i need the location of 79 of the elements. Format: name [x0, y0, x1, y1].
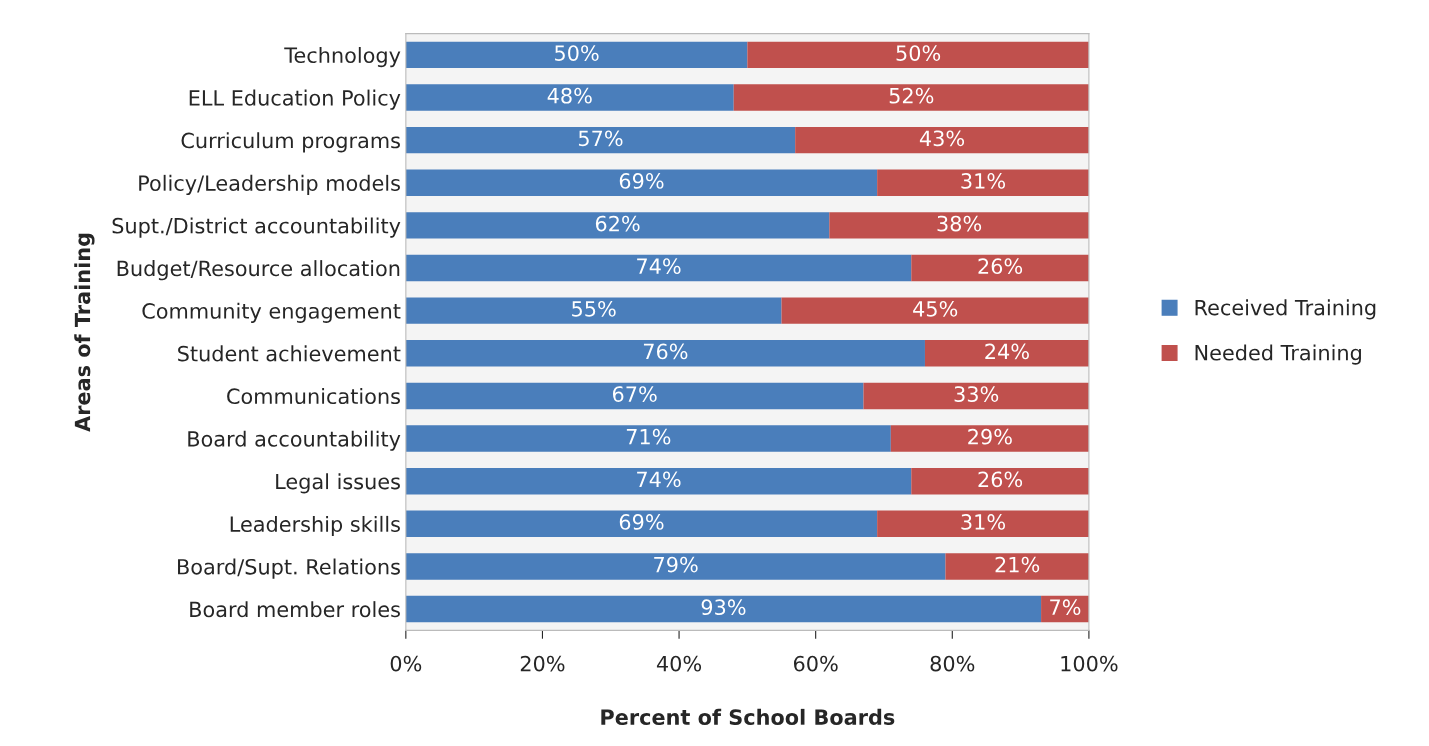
- bar: [747, 41, 1089, 69]
- y-tick-label: Legal issues: [276, 473, 400, 494]
- bar: [911, 254, 1089, 282]
- data-label: 26%: [978, 471, 1023, 488]
- y-tick-label: Technology: [284, 46, 401, 68]
- data-label: 24%: [985, 343, 1029, 360]
- bar: [405, 595, 1042, 623]
- x-tick-label: 100%: [1061, 655, 1118, 672]
- data-label: 74%: [637, 258, 681, 275]
- bar: [877, 169, 1089, 196]
- data-label: 79%: [654, 556, 698, 573]
- y-tick-label: Leadership skills: [230, 515, 400, 537]
- y-tick-label: Policy/Leadership models: [139, 174, 400, 196]
- y-tick-label: Board member roles: [190, 601, 400, 618]
- bar: [890, 425, 1089, 452]
- bar: [405, 425, 891, 452]
- y-tick-label: Supt./District accountability: [112, 217, 401, 238]
- data-label: 43%: [919, 130, 965, 147]
- bar: [405, 41, 748, 69]
- bar: [733, 84, 1089, 111]
- x-tick-label: 80%: [930, 655, 975, 672]
- data-label: 71%: [626, 428, 671, 445]
- x-tick-label: 20%: [520, 655, 565, 672]
- bar: [924, 340, 1089, 367]
- data-label: 69%: [619, 173, 664, 189]
- data-label: 62%: [595, 215, 640, 232]
- bar: [405, 340, 925, 367]
- bar: [405, 510, 878, 538]
- y-tick-label: Curriculum programs: [181, 132, 400, 153]
- data-label: 50%: [896, 45, 941, 61]
- data-label: 74%: [637, 471, 681, 488]
- data-label: 52%: [889, 87, 934, 104]
- data-label: 21%: [995, 556, 1040, 573]
- bar: [405, 254, 912, 282]
- y-tick-label: ELL Education Policy: [189, 89, 401, 110]
- data-label: 29%: [968, 428, 1012, 445]
- y-tick-label: Community engagement: [142, 302, 401, 323]
- y-tick-label: Student achievement: [178, 345, 401, 362]
- data-label: 50%: [555, 45, 599, 61]
- data-label: 55%: [572, 300, 616, 317]
- bar: [863, 382, 1089, 410]
- bar: [405, 382, 864, 410]
- bar: [829, 212, 1089, 239]
- bar: [405, 297, 782, 324]
- x-tick-label: 60%: [793, 655, 838, 672]
- data-label: 69%: [619, 514, 664, 530]
- bar: [405, 169, 878, 196]
- data-label: 33%: [954, 386, 999, 402]
- y-tick-label: Board/Supt. Relations: [178, 558, 400, 579]
- legend-label: Needed Training: [1195, 344, 1361, 365]
- legend-label: Received Training: [1195, 299, 1376, 320]
- x-tick-label: 0%: [390, 655, 422, 672]
- bar: [405, 553, 946, 580]
- data-label: 93%: [701, 599, 746, 616]
- bar: [405, 84, 734, 111]
- data-label: 31%: [961, 173, 1006, 189]
- y-tick-label: Board accountability: [188, 430, 401, 451]
- data-label: 7%: [1050, 599, 1081, 616]
- data-label: 31%: [961, 514, 1006, 530]
- x-tick-label: 40%: [656, 655, 702, 672]
- y-axis-title: Areas of Training: [74, 233, 95, 432]
- data-label: 38%: [937, 215, 982, 232]
- y-tick-label: Communications: [227, 388, 400, 405]
- bar: [405, 467, 912, 495]
- data-label: 76%: [643, 343, 688, 360]
- bar: [405, 126, 796, 154]
- bar: [795, 126, 1089, 154]
- data-label: 67%: [612, 386, 657, 402]
- bar: [911, 467, 1089, 495]
- bar: [405, 212, 830, 239]
- x-axis-title: Percent of School Boards: [601, 708, 895, 725]
- y-tick-label: Budget/Resource allocation: [117, 260, 400, 281]
- bar: [945, 553, 1089, 580]
- data-label: 45%: [913, 300, 958, 317]
- data-label: 48%: [547, 87, 592, 104]
- bar: [877, 510, 1089, 538]
- data-label: 57%: [578, 130, 623, 147]
- bar: [781, 297, 1089, 324]
- data-label: 26%: [978, 258, 1023, 275]
